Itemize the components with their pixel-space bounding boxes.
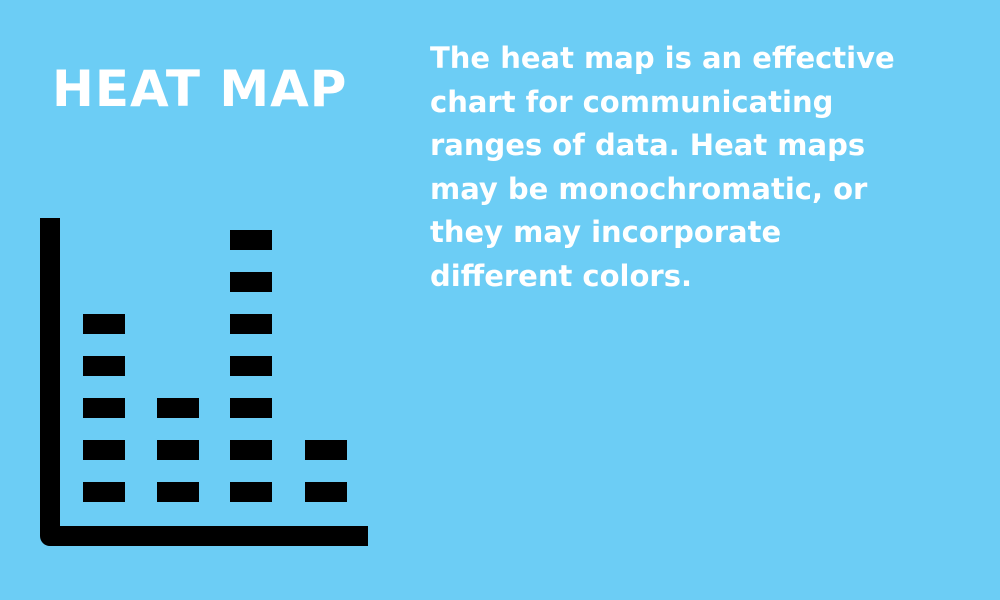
description-line: chart for communicating xyxy=(430,84,834,119)
heat-map-blocks xyxy=(83,230,347,502)
heat-map-block xyxy=(230,356,272,376)
description-line: The heat map is an effective xyxy=(430,41,895,75)
description-line: different colors. xyxy=(430,258,692,293)
heat-map-block xyxy=(230,314,272,334)
heat-map-block xyxy=(230,482,272,502)
heat-map-block xyxy=(230,230,272,250)
heat-map-block xyxy=(83,356,125,376)
description-line: may be monochromatic, or xyxy=(430,171,868,206)
heat-map-block xyxy=(157,440,199,460)
heat-map-block xyxy=(83,314,125,334)
heat-map-block xyxy=(157,482,199,502)
chart-axes xyxy=(40,218,368,546)
heat-map-block xyxy=(305,482,347,502)
heat-map-block xyxy=(157,398,199,418)
description-text: The heat map is an effective chart for c… xyxy=(430,37,975,298)
heat-map-block xyxy=(230,272,272,292)
heat-map-block xyxy=(83,398,125,418)
page-title: HEAT MAP xyxy=(52,60,348,118)
heat-map-block xyxy=(230,398,272,418)
heat-map-block xyxy=(83,482,125,502)
heat-map-block xyxy=(305,440,347,460)
description-line: they may incorporate xyxy=(430,215,782,249)
description-line: ranges of data. Heat maps xyxy=(430,128,866,162)
heat-map-block xyxy=(83,440,125,460)
heat-map-block xyxy=(230,440,272,460)
